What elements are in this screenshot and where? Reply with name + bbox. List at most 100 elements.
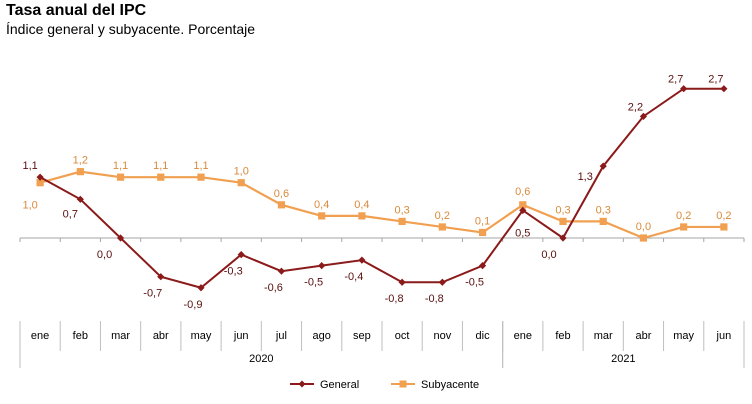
month-tick-label: mar — [594, 330, 613, 342]
data-label-subyacente: 0,6 — [274, 188, 289, 200]
month-tick-label: sep — [353, 330, 371, 342]
month-tick-label: feb — [73, 330, 88, 342]
data-label-subyacente: 0,2 — [435, 210, 450, 222]
data-point-subyacente — [277, 201, 286, 209]
data-point-general — [157, 273, 165, 281]
data-point-general — [277, 267, 286, 275]
data-point-general — [116, 234, 125, 242]
data-label-general: -0,6 — [264, 282, 283, 294]
data-label-general: 2,7 — [708, 74, 723, 86]
data-label-subyacente: 1,0 — [22, 200, 37, 212]
data-point-subyacente — [116, 173, 125, 181]
data-label-subyacente: 0,2 — [716, 210, 731, 222]
data-point-subyacente — [438, 223, 446, 231]
series-line-general — [39, 87, 724, 289]
data-label-subyacente: 0,2 — [676, 210, 691, 222]
data-point-general — [398, 278, 406, 286]
data-label-general: -0,3 — [224, 266, 243, 278]
data-label-subyacente: 0,4 — [314, 199, 329, 211]
data-point-general — [237, 250, 245, 259]
legend-marker-general — [298, 380, 306, 388]
data-point-subyacente — [237, 179, 245, 187]
month-tick-label: ago — [312, 330, 330, 342]
data-label-subyacente: 0,3 — [394, 204, 409, 216]
data-label-subyacente: 0,6 — [515, 186, 530, 198]
data-label-subyacente: 1,1 — [193, 160, 208, 172]
data-label-general: 0,0 — [541, 249, 556, 261]
data-point-subyacente — [478, 228, 487, 237]
legend-marker-subyacente — [399, 380, 407, 388]
data-point-general — [639, 112, 648, 120]
data-point-general — [76, 195, 84, 203]
data-label-general: 0,0 — [97, 249, 112, 261]
month-tick-label: abr — [635, 330, 651, 342]
month-tick-label: may — [191, 330, 212, 342]
data-point-subyacente — [599, 217, 607, 226]
data-label-general: -0,7 — [143, 288, 162, 300]
data-label-general: -0,5 — [304, 277, 323, 289]
data-label-subyacente: 0,0 — [636, 221, 651, 233]
data-point-general — [478, 262, 487, 270]
month-tick-label: abr — [153, 330, 169, 342]
year-tick-label: 2021 — [611, 353, 635, 365]
data-label-subyacente: 1,1 — [113, 160, 128, 172]
data-point-general — [519, 206, 527, 214]
data-label-general: -0,4 — [344, 271, 363, 283]
month-tick-label: jun — [233, 330, 249, 342]
data-point-general — [559, 234, 567, 242]
data-point-subyacente — [720, 223, 728, 231]
data-label-subyacente: 0,1 — [475, 215, 490, 227]
data-point-subyacente — [680, 223, 688, 231]
data-point-general — [720, 85, 728, 93]
data-label-general: -0,8 — [385, 293, 404, 305]
data-label-subyacente: 0,3 — [555, 204, 570, 216]
data-point-subyacente — [197, 173, 205, 181]
data-point-general — [680, 85, 688, 93]
data-point-general — [197, 284, 205, 292]
legend-label-subyacente: Subyacente — [421, 379, 479, 391]
data-point-subyacente — [36, 179, 44, 187]
month-tick-label: ene — [514, 330, 532, 342]
chart-subtitle: Índice general y subyacente. Porcentaje — [6, 21, 256, 37]
data-point-subyacente — [519, 201, 527, 209]
data-label-general: -0,5 — [465, 277, 484, 289]
data-label-general: 0,5 — [515, 227, 530, 239]
data-point-general — [599, 162, 607, 170]
data-label-general: 1,1 — [22, 160, 37, 172]
data-point-general — [438, 278, 446, 286]
data-label-subyacente: 0,4 — [354, 199, 369, 211]
data-point-subyacente — [318, 212, 326, 220]
data-point-general — [318, 262, 326, 270]
data-point-subyacente — [639, 234, 648, 242]
month-tick-label: nov — [433, 330, 451, 342]
month-tick-label: may — [673, 330, 694, 342]
year-tick-label: 2020 — [249, 353, 273, 365]
month-tick-label: dic — [476, 330, 491, 342]
data-label-subyacente: 1,2 — [73, 155, 88, 167]
data-label-subyacente: 0,3 — [596, 204, 611, 216]
data-label-general: -0,8 — [425, 293, 444, 305]
month-tick-label: oct — [395, 330, 410, 342]
month-tick-label: feb — [555, 330, 570, 342]
data-point-general — [358, 256, 366, 264]
data-point-subyacente — [76, 168, 84, 176]
legend-label-general: General — [320, 379, 359, 391]
chart-title: Tasa anual del IPC — [6, 2, 147, 19]
data-label-general: 2,2 — [628, 101, 643, 113]
month-tick-label: jun — [716, 330, 732, 342]
month-tick-label: jul — [275, 330, 287, 342]
series-line-subyacente — [39, 170, 724, 240]
month-tick-label: ene — [31, 330, 49, 342]
data-point-subyacente — [358, 212, 366, 220]
data-label-general: -0,9 — [184, 299, 203, 311]
data-label-subyacente: 1,1 — [153, 160, 168, 172]
data-label-general: 2,7 — [668, 74, 683, 86]
data-label-general: 1,3 — [578, 171, 593, 183]
data-point-subyacente — [157, 173, 165, 181]
data-label-subyacente: 1,0 — [234, 166, 249, 178]
data-point-subyacente — [559, 217, 567, 226]
data-label-general: 0,7 — [63, 208, 78, 220]
data-point-subyacente — [398, 217, 406, 226]
data-point-general — [36, 173, 44, 181]
